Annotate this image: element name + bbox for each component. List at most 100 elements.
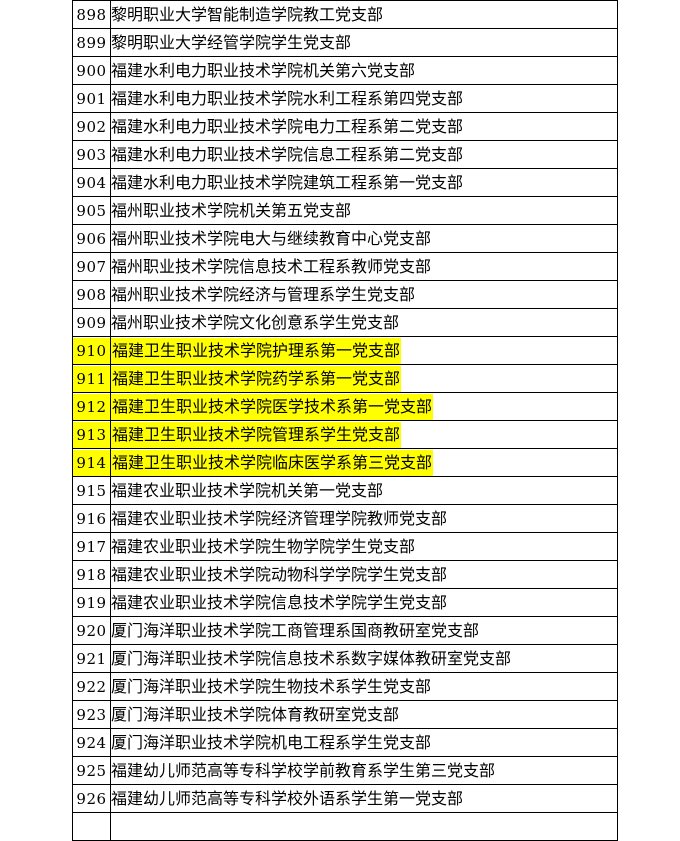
table-row: 924 厦门海洋职业技术学院机电工程系学生党支部 bbox=[72, 728, 618, 757]
row-name-cell: 福州职业技术学院信息技术工程系教师党支部 bbox=[110, 252, 618, 281]
row-id-cell: 920 bbox=[72, 616, 111, 645]
row-name-text: 福建农业职业技术学院生物学院学生党支部 bbox=[111, 536, 416, 556]
row-name-cell: 黎明职业大学经管学院学生党支部 bbox=[110, 28, 618, 57]
row-name-text: 福建水利电力职业技术学院信息工程系第二党支部 bbox=[111, 144, 464, 164]
highlighted-text: 910 bbox=[73, 337, 110, 364]
row-id-cell: 910 bbox=[72, 336, 111, 365]
row-id-text: 898 bbox=[76, 5, 107, 24]
highlighted-text: 福建卫生职业技术学院药学系第一党支部 bbox=[111, 365, 402, 392]
row-name-cell: 福州职业技术学院机关第五党支部 bbox=[110, 196, 618, 225]
row-name-text: 福建幼儿师范高等专科学校外语系学生第一党支部 bbox=[111, 788, 464, 808]
table-row: 900 福建水利电力职业技术学院机关第六党支部 bbox=[72, 56, 618, 85]
row-id-cell: 917 bbox=[72, 532, 111, 561]
table-row: 904 福建水利电力职业技术学院建筑工程系第一党支部 bbox=[72, 168, 618, 197]
highlighted-text: 福建卫生职业技术学院医学技术系第一党支部 bbox=[111, 393, 434, 420]
row-name-cell: 福建水利电力职业技术学院信息工程系第二党支部 bbox=[110, 140, 618, 169]
row-id-cell: 918 bbox=[72, 560, 111, 589]
table-row: 913 福建卫生职业技术学院管理系学生党支部 bbox=[72, 420, 618, 449]
row-id-cell: 915 bbox=[72, 476, 111, 505]
row-name-text: 福建幼儿师范高等专科学校学前教育系学生第三党支部 bbox=[111, 760, 496, 780]
row-name-cell: 福建卫生职业技术学院医学技术系第一党支部 bbox=[110, 392, 618, 421]
row-id-text: 923 bbox=[76, 705, 107, 724]
row-id-text: 908 bbox=[76, 285, 107, 304]
row-id-cell: 922 bbox=[72, 672, 111, 701]
table-row: 899 黎明职业大学经管学院学生党支部 bbox=[72, 28, 618, 57]
row-name-text: 福州职业技术学院机关第五党支部 bbox=[111, 200, 352, 220]
highlighted-text: 913 bbox=[73, 421, 110, 448]
table-row: 923 厦门海洋职业技术学院体育教研室党支部 bbox=[72, 700, 618, 729]
row-name-cell: 福建水利电力职业技术学院水利工程系第四党支部 bbox=[110, 84, 618, 113]
row-id-text: 905 bbox=[76, 201, 107, 220]
row-name-text: 黎明职业大学经管学院学生党支部 bbox=[111, 32, 352, 52]
row-id-text: 907 bbox=[76, 257, 107, 276]
party-branch-table: 898 黎明职业大学智能制造学院教工党支部 899 黎明职业大学经管学院学生党支部 90… bbox=[72, 0, 618, 841]
row-name-text: 福建水利电力职业技术学院水利工程系第四党支部 bbox=[111, 88, 464, 108]
highlighted-text: 福建卫生职业技术学院临床医学系第三党支部 bbox=[111, 449, 434, 476]
table-row: 926 福建幼儿师范高等专科学校外语系学生第一党支部 bbox=[72, 784, 618, 813]
table-row: 903 福建水利电力职业技术学院信息工程系第二党支部 bbox=[72, 140, 618, 169]
row-name-cell: 福州职业技术学院电大与继续教育中心党支部 bbox=[110, 224, 618, 253]
row-name-text: 福建农业职业技术学院信息技术学院学生党支部 bbox=[111, 592, 448, 612]
row-id-cell: 919 bbox=[72, 588, 111, 617]
row-name-cell: 福建农业职业技术学院动物科学学院学生党支部 bbox=[110, 560, 618, 589]
table-row: 917 福建农业职业技术学院生物学院学生党支部 bbox=[72, 532, 618, 561]
row-id-cell: 905 bbox=[72, 196, 111, 225]
row-name-cell: 福建幼儿师范高等专科学校外语系学生第一党支部 bbox=[110, 784, 618, 813]
row-name-text: 福建水利电力职业技术学院电力工程系第二党支部 bbox=[111, 116, 464, 136]
row-id-cell: 898 bbox=[72, 0, 111, 29]
table-row: 909 福州职业技术学院文化创意系学生党支部 bbox=[72, 308, 618, 337]
table-row: 920 厦门海洋职业技术学院工商管理系国商教研室党支部 bbox=[72, 616, 618, 645]
row-name-cell: 福建卫生职业技术学院临床医学系第三党支部 bbox=[110, 448, 618, 477]
row-name-text: 福建水利电力职业技术学院机关第六党支部 bbox=[111, 60, 416, 80]
row-id-text: 918 bbox=[76, 565, 107, 584]
row-id-text: 917 bbox=[76, 537, 107, 556]
row-name-text: 福州职业技术学院电大与继续教育中心党支部 bbox=[111, 228, 432, 248]
row-name-text: 厦门海洋职业技术学院信息技术系数字媒体教研室党支部 bbox=[111, 648, 512, 668]
table-row: 908 福州职业技术学院经济与管理系学生党支部 bbox=[72, 280, 618, 309]
row-name-text: 福州职业技术学院经济与管理系学生党支部 bbox=[111, 284, 416, 304]
row-id-cell: 907 bbox=[72, 252, 111, 281]
table-row: 898 黎明职业大学智能制造学院教工党支部 bbox=[72, 0, 618, 29]
table-row: 901 福建水利电力职业技术学院水利工程系第四党支部 bbox=[72, 84, 618, 113]
row-id-cell: 903 bbox=[72, 140, 111, 169]
row-name-cell: 福建卫生职业技术学院管理系学生党支部 bbox=[110, 420, 618, 449]
row-name-text: 福建农业职业技术学院机关第一党支部 bbox=[111, 480, 384, 500]
row-id-text: 906 bbox=[76, 229, 107, 248]
row-name-cell: 厦门海洋职业技术学院生物技术系学生党支部 bbox=[110, 672, 618, 701]
row-name-text: 厦门海洋职业技术学院工商管理系国商教研室党支部 bbox=[111, 620, 480, 640]
row-name-text: 福建水利电力职业技术学院建筑工程系第一党支部 bbox=[111, 172, 464, 192]
row-name-cell: 福建农业职业技术学院生物学院学生党支部 bbox=[110, 532, 618, 561]
row-id-cell: 923 bbox=[72, 700, 111, 729]
row-id-cell: 901 bbox=[72, 84, 111, 113]
highlighted-text: 福建卫生职业技术学院护理系第一党支部 bbox=[111, 337, 402, 364]
row-id-cell: 925 bbox=[72, 756, 111, 785]
table-row: 916 福建农业职业技术学院经济管理学院教师党支部 bbox=[72, 504, 618, 533]
table-row: 905 福州职业技术学院机关第五党支部 bbox=[72, 196, 618, 225]
row-id-cell: 913 bbox=[72, 420, 111, 449]
row-name-cell: 厦门海洋职业技术学院信息技术系数字媒体教研室党支部 bbox=[110, 644, 618, 673]
row-id-cell: 921 bbox=[72, 644, 111, 673]
table-body: 898 黎明职业大学智能制造学院教工党支部 899 黎明职业大学经管学院学生党支部 90… bbox=[72, 0, 618, 841]
table-row: 902 福建水利电力职业技术学院电力工程系第二党支部 bbox=[72, 112, 618, 141]
row-id-text: 916 bbox=[76, 509, 107, 528]
table-row: 922 厦门海洋职业技术学院生物技术系学生党支部 bbox=[72, 672, 618, 701]
table-row: 906 福州职业技术学院电大与继续教育中心党支部 bbox=[72, 224, 618, 253]
table-row: 911 福建卫生职业技术学院药学系第一党支部 bbox=[72, 364, 618, 393]
document-page: 898 黎明职业大学智能制造学院教工党支部 899 黎明职业大学经管学院学生党支部 90… bbox=[72, 0, 618, 841]
row-id-cell: 914 bbox=[72, 448, 111, 477]
highlighted-text: 福建卫生职业技术学院管理系学生党支部 bbox=[111, 421, 402, 448]
row-id-text: 920 bbox=[76, 621, 107, 640]
row-name-cell: 福建农业职业技术学院信息技术学院学生党支部 bbox=[110, 588, 618, 617]
row-id-cell: 902 bbox=[72, 112, 111, 141]
row-name-text: 福州职业技术学院信息技术工程系教师党支部 bbox=[111, 256, 432, 276]
row-id-text: 903 bbox=[76, 145, 107, 164]
row-id-cell: 904 bbox=[72, 168, 111, 197]
table-row: 921 厦门海洋职业技术学院信息技术系数字媒体教研室党支部 bbox=[72, 644, 618, 673]
row-id-cell: 912 bbox=[72, 392, 111, 421]
row-name-text: 厦门海洋职业技术学院体育教研室党支部 bbox=[111, 704, 400, 724]
row-id-text: 901 bbox=[76, 89, 107, 108]
row-name-cell: 福建水利电力职业技术学院建筑工程系第一党支部 bbox=[110, 168, 618, 197]
row-id-cell: 908 bbox=[72, 280, 111, 309]
row-name-text: 黎明职业大学智能制造学院教工党支部 bbox=[111, 4, 384, 24]
row-id-cell: 906 bbox=[72, 224, 111, 253]
